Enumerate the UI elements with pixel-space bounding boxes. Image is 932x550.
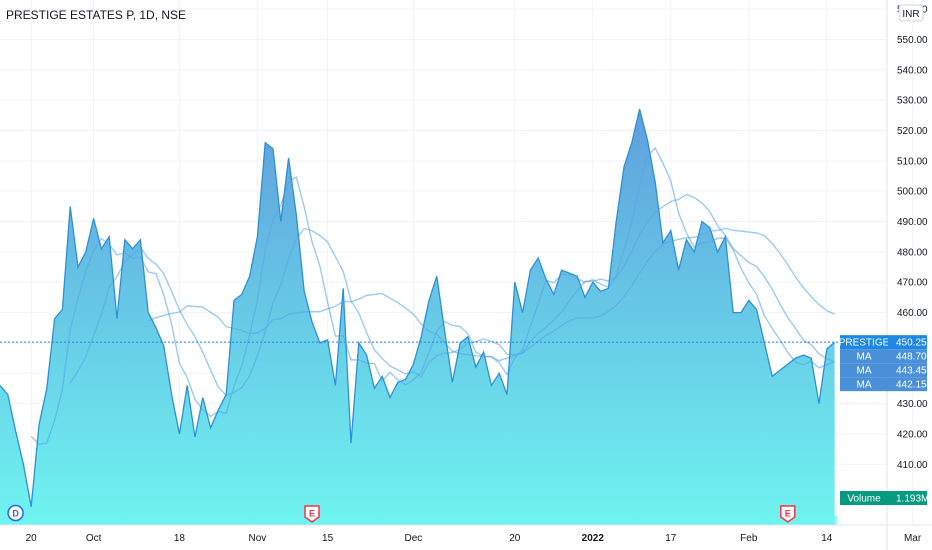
x-tick-label: Nov: [249, 533, 267, 544]
volume-tag-label-bg: [840, 491, 888, 505]
ma-tag-label: MA: [857, 366, 872, 377]
currency-badge-frame: [898, 4, 924, 22]
volume-tag-label: Volume: [847, 494, 881, 505]
ma-tag-value: 443.45: [896, 366, 927, 377]
ma-tag-label-bg: [840, 363, 888, 378]
ma-tag-value-bg: [888, 377, 927, 392]
price-tag-value: 450.25: [896, 338, 927, 349]
ma-tag-label-bg: [840, 377, 888, 392]
ma-line: [147, 227, 835, 362]
x-tick-label: Feb: [740, 533, 758, 544]
y-tick-label: 490.00: [897, 217, 928, 228]
y-tick-label: 510.00: [897, 156, 928, 167]
chart-title: PRESTIGE ESTATES P, 1D, NSE: [6, 8, 187, 22]
earnings-marker-shape: [780, 505, 796, 523]
volume-tag: Volume 1.193M: [840, 491, 929, 505]
x-tick-label: 17: [665, 533, 677, 544]
x-tick-label: Dec: [405, 533, 423, 544]
dividend-marker-shape: [7, 504, 24, 522]
value-tags: PRESTIGE 450.25 MA 448.70 MA 443.45 MA 442.15 Vo…: [839, 335, 929, 505]
ma-tag: MA 448.70: [840, 349, 927, 364]
y-tick-label: 520.00: [897, 126, 928, 137]
x-tick-label: 15: [322, 533, 334, 544]
x-tick-label: 18: [174, 533, 186, 544]
ma-tag-label: MA: [857, 380, 872, 391]
event-marker-letter: E: [309, 509, 315, 519]
ma-tag-label-bg: [840, 349, 888, 364]
earnings-marker-shape: [304, 505, 320, 523]
y-tick-label: 470.00: [897, 278, 928, 289]
volume-tag-value: 1.193M: [896, 494, 929, 505]
event-marker-letter: E: [785, 509, 791, 519]
ma-tag-value: 442.15: [896, 380, 927, 391]
x-tick-label: 20: [509, 533, 521, 544]
y-tick-label: 430.00: [897, 399, 928, 410]
x-tick-label: 20: [26, 533, 38, 544]
ma-tag-label: MA: [857, 352, 872, 363]
ma-tag: MA 442.15: [840, 377, 927, 392]
dividend-marker[interactable]: D: [7, 504, 24, 522]
price-line: [0, 109, 836, 507]
ma-tag-value-bg: [888, 349, 927, 364]
y-tick-label: 500.00: [897, 187, 928, 198]
earnings-marker[interactable]: E: [780, 505, 796, 523]
x-tick-label: Mar: [904, 533, 922, 544]
y-tick-label: 420.00: [897, 429, 928, 440]
earnings-marker[interactable]: E: [304, 505, 320, 523]
price-tag-label: PRESTIGE: [839, 338, 890, 349]
price-tag-label-bg: [840, 335, 888, 350]
y-tick-label: 410.00: [897, 460, 928, 471]
volume-tag-value-bg: [888, 491, 927, 505]
ma-tag-value-bg: [888, 363, 927, 378]
y-tick-label: 550.00: [897, 35, 928, 46]
y-tick-label: 540.00: [897, 65, 928, 76]
x-tick-label: Oct: [86, 533, 102, 544]
ma-tag: MA 443.45: [840, 363, 927, 378]
ma-tag-value: 448.70: [896, 352, 927, 363]
event-marker-letter: D: [12, 509, 19, 519]
y-tick-label: 460.00: [897, 308, 928, 319]
time-axis[interactable]: 20 Oct 18 Nov 15 Dec 20 2022 17 Feb 14 Mar: [26, 533, 922, 544]
price-tag-value-bg: [888, 335, 927, 350]
y-tick-label: 530.00: [897, 96, 928, 107]
currency-badge[interactable]: INR: [898, 4, 924, 22]
currency-badge-text: INR: [902, 9, 919, 20]
y-tick-label: 480.00: [897, 247, 928, 258]
x-tick-label: 2022: [582, 533, 605, 544]
x-tick-label: 14: [821, 533, 833, 544]
price-tag: PRESTIGE 450.25: [839, 335, 927, 350]
